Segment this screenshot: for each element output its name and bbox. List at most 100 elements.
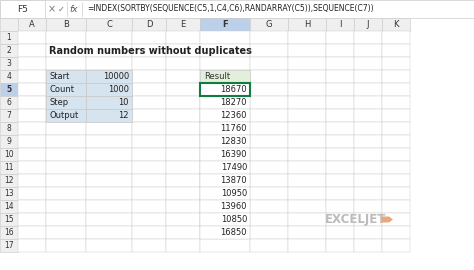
Bar xyxy=(86,44,132,57)
Bar xyxy=(354,200,382,213)
Bar xyxy=(86,226,132,239)
Bar xyxy=(0,83,18,96)
Bar xyxy=(382,31,410,44)
Bar xyxy=(166,200,200,213)
Text: D: D xyxy=(146,20,152,29)
Bar xyxy=(166,31,200,44)
Bar xyxy=(200,83,250,96)
Bar xyxy=(200,122,250,135)
Bar xyxy=(18,109,46,122)
Bar xyxy=(288,18,326,31)
Bar xyxy=(18,161,46,174)
Bar xyxy=(354,70,382,83)
Bar xyxy=(288,57,326,70)
Bar xyxy=(0,239,18,252)
Bar xyxy=(200,96,250,109)
Bar xyxy=(288,122,326,135)
Bar xyxy=(86,96,132,109)
Bar xyxy=(46,18,86,31)
Bar xyxy=(250,135,288,148)
Bar xyxy=(166,44,200,57)
Bar xyxy=(132,135,166,148)
Bar xyxy=(288,200,326,213)
Bar xyxy=(354,239,382,252)
Text: Random numbers without duplicates: Random numbers without duplicates xyxy=(49,46,252,56)
Bar xyxy=(86,31,132,44)
Bar xyxy=(86,200,132,213)
Bar xyxy=(326,239,354,252)
Bar xyxy=(200,148,250,161)
Text: 10950: 10950 xyxy=(221,189,247,198)
Text: 17490: 17490 xyxy=(220,163,247,172)
Text: 7: 7 xyxy=(7,111,11,120)
Bar xyxy=(132,148,166,161)
Bar xyxy=(18,31,46,44)
Bar xyxy=(288,148,326,161)
Bar xyxy=(326,57,354,70)
Bar xyxy=(46,148,86,161)
Text: 2: 2 xyxy=(7,46,11,55)
Bar xyxy=(18,213,46,226)
Bar xyxy=(132,161,166,174)
Bar xyxy=(250,187,288,200)
Text: 9: 9 xyxy=(7,137,11,146)
Text: E: E xyxy=(181,20,186,29)
Bar xyxy=(200,200,250,213)
Text: Step: Step xyxy=(50,98,69,107)
Bar xyxy=(132,83,166,96)
Bar xyxy=(354,44,382,57)
Bar xyxy=(46,213,86,226)
Text: 12: 12 xyxy=(118,111,129,120)
Text: 16850: 16850 xyxy=(220,228,247,237)
Bar xyxy=(326,226,354,239)
Text: =INDEX(SORTBY(SEQUENCE(C5,1,C4,C6),RANDARRAY(C5)),SEQUENCE(C7)): =INDEX(SORTBY(SEQUENCE(C5,1,C4,C6),RANDA… xyxy=(87,5,374,14)
Bar xyxy=(200,83,250,96)
Bar xyxy=(46,83,86,96)
Bar xyxy=(18,70,46,83)
Bar xyxy=(354,18,382,31)
Bar xyxy=(382,239,410,252)
Bar xyxy=(288,96,326,109)
Bar xyxy=(0,31,18,44)
Bar xyxy=(132,96,166,109)
Bar xyxy=(18,174,46,187)
Bar xyxy=(132,174,166,187)
Bar xyxy=(200,57,250,70)
Bar xyxy=(354,96,382,109)
Text: 17: 17 xyxy=(4,241,14,250)
Bar xyxy=(288,83,326,96)
Text: 15: 15 xyxy=(4,215,14,224)
Bar xyxy=(0,135,18,148)
Bar xyxy=(18,83,46,96)
Bar xyxy=(166,239,200,252)
Bar xyxy=(382,44,410,57)
Bar xyxy=(0,122,18,135)
Bar xyxy=(200,18,250,31)
Bar xyxy=(250,226,288,239)
Text: 18670: 18670 xyxy=(220,85,247,94)
Text: 11760: 11760 xyxy=(220,124,247,133)
Text: 13: 13 xyxy=(4,189,14,198)
Text: ×: × xyxy=(48,4,56,14)
Text: Count: Count xyxy=(50,85,75,94)
Bar xyxy=(166,226,200,239)
Bar xyxy=(0,187,18,200)
Bar xyxy=(250,200,288,213)
Text: 13960: 13960 xyxy=(220,202,247,211)
Bar xyxy=(326,161,354,174)
Text: K: K xyxy=(393,20,399,29)
Bar xyxy=(326,187,354,200)
Bar xyxy=(46,96,86,109)
Bar xyxy=(288,31,326,44)
Bar xyxy=(166,83,200,96)
Bar xyxy=(382,174,410,187)
Bar xyxy=(0,18,18,31)
Bar xyxy=(326,122,354,135)
Bar xyxy=(250,31,288,44)
Bar xyxy=(354,57,382,70)
Bar xyxy=(200,187,250,200)
Bar xyxy=(200,44,250,57)
Bar xyxy=(166,70,200,83)
Bar xyxy=(200,70,250,83)
Bar xyxy=(0,226,18,239)
